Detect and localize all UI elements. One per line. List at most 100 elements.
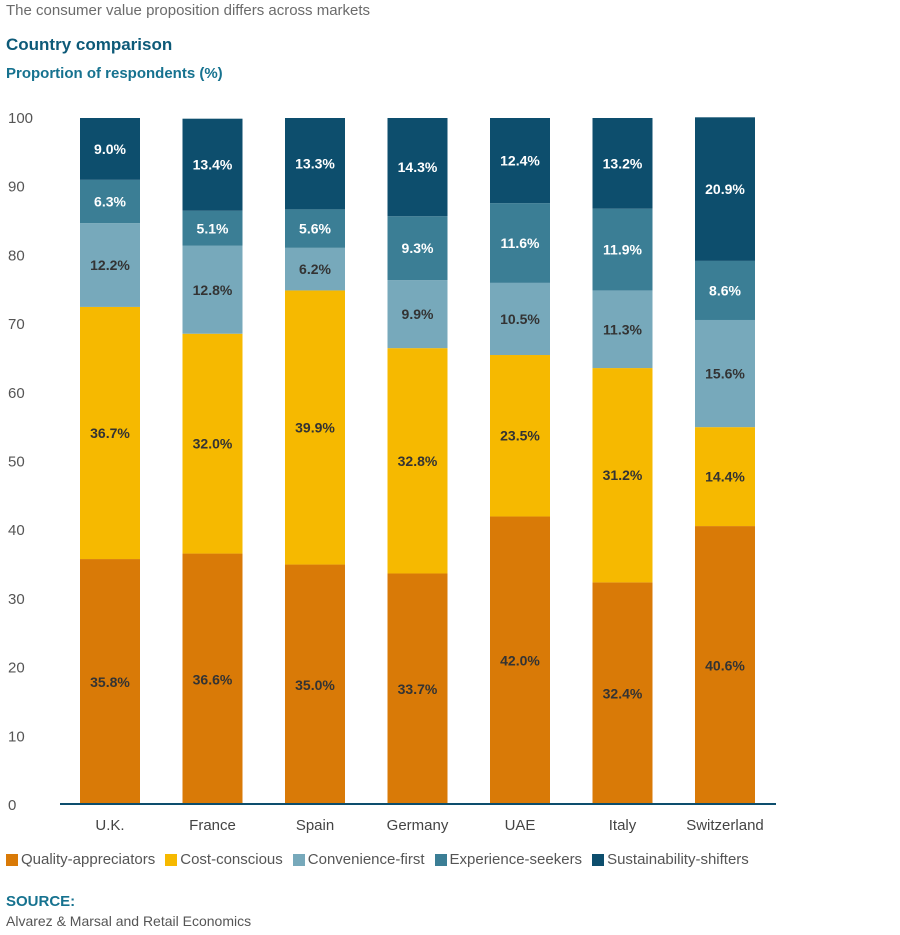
legend-item: Quality-appreciators <box>6 851 155 868</box>
data-label: 42.0% <box>500 653 540 669</box>
data-label: 31.2% <box>603 467 643 483</box>
bar-segment <box>490 282 550 356</box>
x-tick-label: Spain <box>296 817 334 834</box>
legend-item: Sustainability-shifters <box>592 851 749 868</box>
y-tick-label: 80 <box>8 247 25 264</box>
y-tick-label: 100 <box>8 110 33 127</box>
data-label: 5.1% <box>197 220 229 236</box>
x-tick-label: Germany <box>387 817 449 834</box>
legend-label: Convenience-first <box>307 851 425 868</box>
data-label: 5.6% <box>299 221 331 237</box>
source-text: Alvarez & Marsal and Retail Economics <box>6 913 252 929</box>
x-tick-label: UAE <box>505 817 536 834</box>
bar-segment <box>285 118 345 210</box>
y-tick-label: 0 <box>8 797 16 814</box>
y-tick-label: 70 <box>8 316 25 333</box>
bar-segment <box>592 582 653 805</box>
bar-segment <box>387 348 448 574</box>
bar-segment <box>387 216 448 281</box>
y-tick-label: 40 <box>8 522 25 539</box>
data-label: 12.8% <box>193 282 233 298</box>
bar-segment <box>695 427 755 527</box>
data-label: 36.7% <box>90 425 130 441</box>
x-tick-label: Switzerland <box>686 817 764 834</box>
bar-segment <box>285 209 345 248</box>
bar-segment <box>490 203 550 283</box>
data-label: 40.6% <box>705 658 745 674</box>
data-label: 32.0% <box>193 436 233 452</box>
bar-segment <box>80 559 140 805</box>
data-label: 9.0% <box>94 141 126 157</box>
bar-segment <box>695 117 755 261</box>
data-label: 6.2% <box>299 261 331 277</box>
data-label: 23.5% <box>500 428 540 444</box>
bar-segment <box>490 118 550 204</box>
data-label: 11.6% <box>501 235 540 251</box>
data-label: 9.3% <box>402 240 434 256</box>
data-label: 36.6% <box>193 671 233 687</box>
data-label: 14.3% <box>398 159 438 175</box>
bar-segment <box>592 208 653 291</box>
bar-segment <box>285 290 345 565</box>
bar-segment <box>695 260 755 320</box>
bar-segment <box>592 290 653 369</box>
data-label: 10.5% <box>500 311 540 327</box>
stacked-bar-chart: 0 10 20 30 40 50 60 70 80 90 100 35.8% 36.7% 12.2% 6.3… <box>8 110 776 834</box>
data-label: 6.3% <box>94 193 126 209</box>
chart-title: Country comparison <box>6 35 173 54</box>
bar-segment <box>490 355 550 517</box>
data-label: 12.2% <box>90 257 130 273</box>
bar-segment <box>490 516 550 805</box>
bar-segment <box>182 210 243 246</box>
bar-segment <box>592 368 653 583</box>
data-label: 8.6% <box>709 282 741 298</box>
bar-segment <box>285 564 345 805</box>
data-label: 14.4% <box>705 469 745 485</box>
data-label: 13.4% <box>193 157 233 173</box>
bar-segment <box>80 118 140 180</box>
legend-item: Experience-seekers <box>434 851 583 868</box>
data-label: 9.9% <box>402 306 434 322</box>
data-label: 11.9% <box>603 242 642 258</box>
data-label: 39.9% <box>295 419 335 435</box>
y-tick-label: 50 <box>8 454 25 471</box>
bar-segment <box>695 526 755 805</box>
data-label: 32.4% <box>603 686 643 702</box>
x-tick-label: U.K. <box>95 817 124 834</box>
y-tick-label: 60 <box>8 385 25 402</box>
bar-segment <box>387 573 448 805</box>
data-label: 13.2% <box>603 155 643 171</box>
legend: Quality-appreciators Cost-conscious Conven… <box>6 851 749 868</box>
data-label: 35.8% <box>90 674 130 690</box>
data-label: 32.8% <box>398 453 438 469</box>
y-tick-label: 20 <box>8 660 25 677</box>
bar-segment <box>80 179 140 224</box>
bar-segment <box>80 223 140 307</box>
kicker-text: The consumer value proposition differs a… <box>6 2 371 19</box>
legend-swatch <box>292 853 305 866</box>
legend-label: Sustainability-shifters <box>607 851 749 868</box>
y-tick-label: 90 <box>8 179 25 196</box>
source-label: SOURCE: <box>6 893 76 910</box>
bar-segment <box>182 333 243 554</box>
data-label: 20.9% <box>705 181 745 197</box>
data-label: 12.4% <box>500 153 540 169</box>
legend-swatch <box>592 853 605 866</box>
bar-segment <box>695 319 755 428</box>
legend-swatch <box>434 853 447 866</box>
x-tick-label: France <box>189 817 236 834</box>
chart-subtitle: Proportion of respondents (%) <box>6 65 223 82</box>
legend-item: Convenience-first <box>292 851 425 868</box>
bar-segment <box>182 245 243 334</box>
legend-label: Cost-conscious <box>180 851 283 868</box>
legend-item: Cost-conscious <box>165 851 283 868</box>
data-label: 11.3% <box>603 321 642 337</box>
bar-segment <box>387 118 448 217</box>
bar-segment <box>285 247 345 291</box>
legend-label: Experience-seekers <box>449 851 583 868</box>
legend-label: Quality-appreciators <box>21 851 156 868</box>
bar-segment <box>592 118 653 209</box>
y-tick-label: 30 <box>8 591 25 608</box>
y-tick-label: 10 <box>8 728 25 745</box>
data-label: 35.0% <box>295 677 335 693</box>
